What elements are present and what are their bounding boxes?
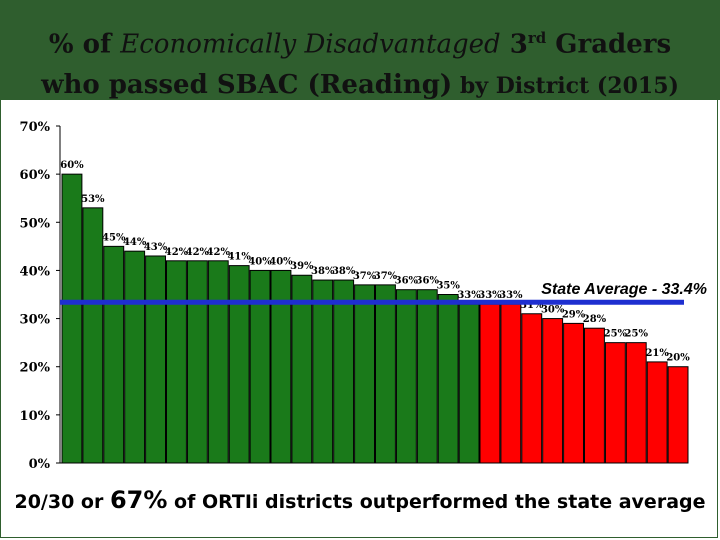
title-superscript: rd [527, 29, 547, 47]
bar-data-label: 30% [541, 305, 565, 316]
bar [604, 342, 626, 464]
bar [270, 269, 292, 464]
bar [145, 255, 167, 464]
bar [584, 327, 605, 464]
bar-data-label: 42% [186, 247, 210, 258]
bar-data-label: 41% [227, 252, 251, 263]
bar [186, 260, 208, 464]
bar [542, 318, 564, 464]
bar-data-label: 36% [395, 276, 419, 287]
bar [458, 303, 480, 464]
y-tick-label: 0% [29, 457, 51, 472]
bar-data-label: 42% [207, 247, 231, 258]
summary-part-1: 20/30 or [14, 491, 110, 513]
bar-data-label: 20% [666, 353, 690, 364]
summary-part-2: of ORTIi districts outperformed the stat… [167, 491, 706, 513]
state-average-label: State Average - 33.4% [541, 281, 707, 298]
y-tick-label: 30% [20, 313, 51, 328]
bar [333, 279, 355, 464]
bar [249, 269, 271, 464]
title-bar [0, 0, 720, 100]
summary-percent: 67% [109, 486, 168, 514]
bar [354, 284, 376, 464]
bar [563, 322, 584, 464]
chart-bars [61, 173, 689, 464]
bar-data-label: 38% [332, 266, 356, 277]
bar [228, 265, 250, 464]
bar-data-label: 37% [374, 271, 398, 282]
y-tick-label: 20% [20, 361, 51, 376]
bar [61, 173, 83, 464]
bar-data-label: 33% [457, 290, 481, 301]
bar [103, 245, 125, 464]
y-tick-label: 70% [20, 120, 51, 135]
bar [667, 366, 689, 464]
y-tick-label: 60% [20, 168, 51, 183]
bar [646, 361, 668, 464]
bar [82, 207, 104, 464]
bar-data-label: 25% [604, 329, 628, 340]
bar-data-label: 53% [81, 194, 105, 205]
bar-data-label: 28% [583, 314, 607, 325]
bar-data-label: 37% [353, 271, 377, 282]
bar [207, 260, 229, 464]
y-tick-label: 50% [20, 216, 51, 231]
bar-data-label: 40% [248, 256, 272, 267]
title-part-2: 3 [500, 29, 528, 60]
summary-text: 20/30 or 67% of ORTIi districts outperfo… [0, 486, 720, 514]
title-part-1: % of [48, 29, 121, 60]
bar-data-label: 29% [562, 309, 586, 320]
bar-data-label: 21% [645, 348, 669, 359]
bar [375, 284, 396, 464]
bar [166, 260, 187, 464]
title-italic: Economically Disadvantaged [120, 29, 501, 60]
bar-data-label: 25% [625, 329, 649, 340]
bar-data-label: 39% [290, 261, 314, 272]
y-tick-label: 10% [20, 409, 51, 424]
title-part-3: Graders who passed SBAC (Reading) [41, 29, 672, 100]
bar-data-label: 60% [60, 160, 84, 171]
slide-title: % of Economically Disadvantaged 3rd Grad… [20, 18, 700, 106]
bar [395, 289, 417, 464]
bar-data-label: 40% [269, 256, 293, 267]
bar-data-label: 31% [520, 300, 544, 311]
bar [500, 303, 522, 464]
bar-data-label: 36% [416, 276, 440, 287]
bar-data-label: 33% [478, 290, 502, 301]
bar [416, 289, 438, 464]
y-tick-label: 40% [20, 264, 51, 279]
state-average-reference: State Average - 33.4% [60, 281, 707, 305]
bar [625, 342, 647, 464]
content-frame [0, 100, 718, 538]
bar [479, 303, 501, 464]
bar [521, 313, 543, 464]
bar-data-label: 35% [436, 281, 460, 292]
bar-data-label: 45% [102, 232, 126, 243]
bar-data-label: 42% [165, 247, 189, 258]
bar-data-label: 33% [499, 290, 523, 301]
bar [291, 274, 313, 464]
bar-data-label: 38% [311, 266, 335, 277]
title-small: by District (2015) [452, 72, 679, 99]
bar [124, 250, 146, 464]
bar [437, 294, 459, 464]
bar [312, 279, 334, 464]
chart-data-labels: 60%53%45%44%43%42%42%42%41%40%40%39%38%3… [60, 160, 690, 364]
bar-data-label: 43% [144, 242, 168, 253]
bar-data-label: 44% [123, 237, 147, 248]
